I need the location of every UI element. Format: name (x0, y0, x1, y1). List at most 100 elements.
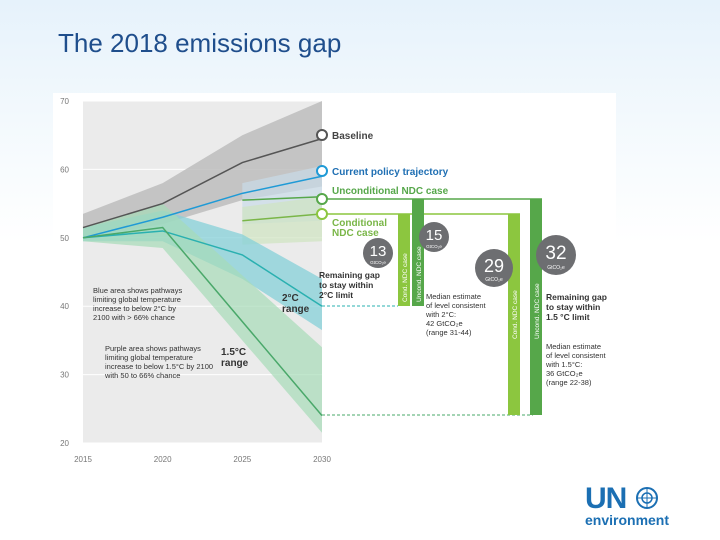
y-tick-30: 30 (60, 371, 69, 380)
series-lines (82, 137, 323, 417)
gap2-label-1: Remaining gap (319, 270, 380, 280)
line-conditional-ndc-case (242, 213, 323, 222)
median15-label-2: of level consistent (546, 351, 607, 360)
gap2-label-2: to stay within (319, 280, 373, 290)
y-tick-labels: 70 60 50 40 30 20 (60, 97, 69, 448)
median2-label-4: 42 GtCO₂e (426, 319, 463, 328)
x-tick-2025: 2025 (233, 455, 251, 464)
median2-label-3: with 2°C: (425, 310, 456, 319)
median15-label-5: (range 22-38) (546, 378, 592, 387)
blue-note: Blue area shows pathways limiting global… (93, 286, 182, 322)
gap-circle-32: 32 GtCO₂e (536, 235, 576, 275)
median2-label-2: of level consistent (426, 301, 487, 310)
gap-circle-32-unit: GtCO₂e (547, 265, 565, 271)
gap-circle-29-value: 29 (484, 256, 504, 276)
blue-note-line-3: increase to below 2°C by (93, 304, 176, 313)
label-unconditional: Unconditional NDC case (332, 186, 449, 197)
gap-circle-13-shape (363, 238, 393, 268)
blue-note-line-4: 2100 with > 66% chance (93, 313, 175, 322)
un-globe-icon (636, 487, 658, 509)
un-environment-logo: UN environment (585, 482, 695, 528)
gap-circle-15-value: 15 (426, 227, 443, 244)
gap-bar-cond-2c-rect (398, 214, 410, 306)
gap-circle-15: 15 GtCO₂e (419, 222, 449, 252)
gap-circle-13-unit: GtCO₂e (370, 260, 386, 265)
gap-circle-29: 29 GtCO₂e (475, 249, 513, 287)
gap-circle-32-value: 32 (545, 243, 566, 264)
blue-note-line-1: Blue area shows pathways (93, 286, 182, 295)
logo-environment-text: environment (585, 512, 670, 528)
purple-note: Purple area shows pathways limiting glob… (104, 344, 213, 380)
y-tick-50: 50 (60, 234, 69, 243)
median15-label-4: 36 GtCO₂e (546, 369, 583, 378)
gap-bar-uncond-2c: Uncond. NDC case (412, 199, 424, 306)
range-bands (83, 101, 322, 433)
x-tick-2030: 2030 (313, 455, 331, 464)
purple-note-line-3: increase to below 1.5°C by 2100 (105, 362, 213, 371)
slide-title: The 2018 emissions gap (58, 28, 342, 58)
gap-bar-cond-2c-label: Cond. NDC case (402, 253, 409, 302)
line-1-5-c-pathway (82, 226, 323, 417)
line-baseline (82, 137, 323, 229)
baseline-marker (316, 129, 328, 141)
chart-svg: 70 60 50 40 30 20 2015 2020 2025 2030 Baseline C… (60, 97, 607, 464)
label-one-five-2: range (221, 358, 249, 369)
line-current-policy-trajectory (82, 175, 323, 239)
label-baseline: Baseline (332, 131, 374, 142)
label-current-policy: Current policy trajectory (332, 167, 449, 178)
gap-bar-uncond-15c: Uncond. NDC case (530, 199, 542, 415)
line-2-c-pathway (82, 230, 323, 307)
gap15-label: Remaining gap to stay within 1.5 °C limi… (546, 292, 607, 322)
gap-circle-13: 13 GtCO₂e (363, 238, 393, 268)
gap-bar-uncond-2c-rect (412, 199, 424, 306)
gap-circle-29-shape (475, 249, 513, 287)
gap-bar-cond-15c-label: Cond. NDC case (512, 290, 519, 339)
gap2-label-3: 2°C limit (319, 290, 353, 300)
median2-label-5: (range 31-44) (426, 328, 472, 337)
y-tick-40: 40 (60, 302, 69, 311)
median2-label: Median estimate of level consistent with… (425, 292, 487, 337)
label-two-c-1: 2°C (282, 293, 299, 304)
logo-un-text: UN (585, 482, 627, 515)
band-baseline-range (83, 101, 322, 238)
label-conditional-1: Conditional (332, 218, 387, 229)
label-conditional-2: NDC case (332, 228, 379, 239)
gap-circle-29-unit: GtCO₂e (485, 277, 503, 283)
purple-note-line-4: with 50 to 66% chance (104, 371, 180, 380)
x-tick-2015: 2015 (74, 455, 92, 464)
y-tick-60: 60 (60, 165, 69, 174)
median15-label-3: with 1.5°C: (545, 360, 582, 369)
label-two-c-2: range (282, 304, 310, 315)
median15-label: Median estimate of level consistent with… (545, 342, 607, 387)
band-1-5-c-range (83, 203, 322, 433)
level-lines (322, 198, 542, 416)
band-conditional-ndc-range (242, 196, 322, 245)
series-markers (316, 129, 328, 220)
line-unconditional-ndc-case (242, 196, 323, 201)
gap2-label: Remaining gap to stay within 2°C limit (319, 270, 380, 300)
gap-circle-32-shape (536, 235, 576, 275)
y-tick-70: 70 (60, 97, 69, 106)
purple-note-line-1: Purple area shows pathways (105, 344, 201, 353)
x-tick-labels: 2015 2020 2025 2030 (74, 455, 331, 464)
emissions-gap-chart: 70 60 50 40 30 20 2015 2020 2025 2030 Baseline C… (53, 93, 616, 466)
blue-note-line-2: limiting global temperature (93, 295, 181, 304)
conditional-marker (316, 208, 328, 220)
gap-circle-15-shape (419, 222, 449, 252)
gap-bar-cond-15c: Cond. NDC case (508, 214, 520, 415)
median15-label-1: Median estimate (546, 342, 601, 351)
purple-note-line-2: limiting global temperature (105, 353, 193, 362)
median2-label-1: Median estimate (426, 292, 481, 301)
gap-circle-15-unit: GtCO₂e (426, 244, 442, 249)
unconditional-marker (316, 193, 328, 205)
gap-bar-uncond-2c-label: Uncond. NDC case (416, 246, 423, 302)
gap-bar-uncond-15c-label: Uncond. NDC case (534, 283, 541, 339)
y-tick-20: 20 (60, 439, 69, 448)
current-policy-marker (316, 165, 328, 177)
gap15-label-1: Remaining gap (546, 292, 607, 302)
label-one-five-1: 1.5°C (221, 347, 246, 358)
gap15-label-3: 1.5 °C limit (546, 312, 590, 322)
gap-circle-13-value: 13 (370, 243, 387, 260)
x-tick-2020: 2020 (154, 455, 172, 464)
gap-bar-cond-2c: Cond. NDC case (398, 214, 410, 306)
